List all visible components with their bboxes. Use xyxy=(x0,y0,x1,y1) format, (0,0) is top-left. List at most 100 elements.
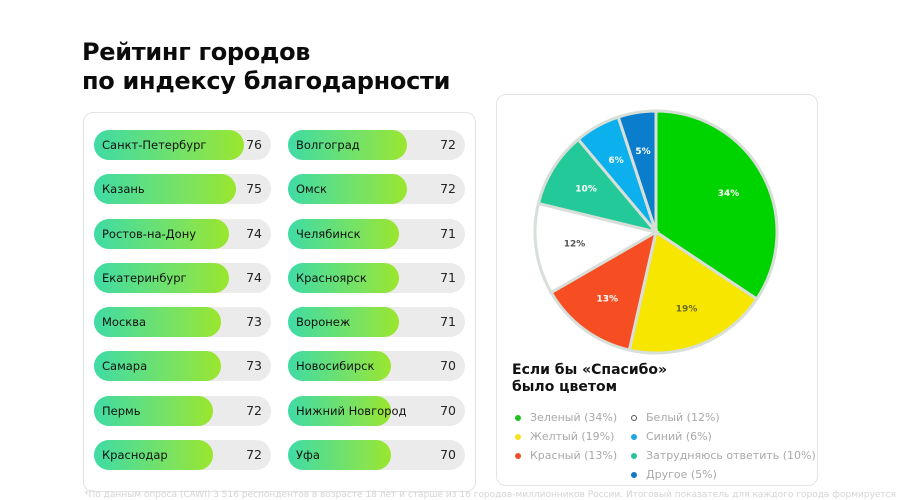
legend-label: Затрудняюсь ответить (10%) xyxy=(646,449,816,462)
ranking-bar xyxy=(288,218,399,249)
ranking-bar xyxy=(94,262,229,293)
legend-dot-icon xyxy=(515,433,521,440)
ranking-bar xyxy=(94,130,245,160)
city-score: 71 xyxy=(440,225,456,241)
ranking-bar xyxy=(94,307,221,338)
title-line-2: по индексу благодарности xyxy=(82,67,451,95)
pie-slice-label: 12% xyxy=(564,240,586,250)
pie-slice-label: 10% xyxy=(575,185,597,195)
city-score: 75 xyxy=(246,181,262,197)
ranking-row: Челябинск 71 xyxy=(288,218,465,249)
ranking-bar xyxy=(94,351,221,382)
city-name: Красноярск xyxy=(296,270,367,285)
ranking-row: Красноярск 71 xyxy=(288,262,465,293)
city-name: Самара xyxy=(102,359,148,374)
footnote: *По данным опроса (CAWI) 3 516 респонден… xyxy=(84,490,897,500)
legend-item: Другое (5%) xyxy=(631,465,816,484)
pie-chart: 34% 19% 13% 12% 10% 6% 5% xyxy=(531,107,781,357)
pie-slice-label: 19% xyxy=(676,304,698,314)
city-name: Омск xyxy=(296,182,327,197)
legend-dot-icon xyxy=(515,414,521,421)
legend-label: Другое (5%) xyxy=(646,468,717,481)
pie-legend-column-1: Зеленый (34%) Желтый (19%) Красный (13%) xyxy=(515,408,617,465)
ranking-row: Краснодар 72 xyxy=(94,440,271,471)
ranking-bar xyxy=(288,307,399,338)
ranking-row: Волгоград 72 xyxy=(288,130,465,160)
legend-dot-icon xyxy=(631,452,637,459)
legend-dot-icon xyxy=(631,471,637,478)
ranking-column-1: Санкт-Петербург 76 Казань 75 Ростов-на-Дону 7… xyxy=(94,130,271,484)
ranking-bar xyxy=(288,174,407,205)
city-score: 74 xyxy=(246,269,262,285)
ranking-row: Екатеринбург 74 xyxy=(94,262,271,293)
pie-slice xyxy=(616,109,658,233)
legend-dot-icon xyxy=(515,452,521,459)
city-name: Казань xyxy=(102,182,145,197)
ranking-row: Ростов-на-Дону 74 xyxy=(94,218,271,249)
legend-label: Белый (12%) xyxy=(646,411,720,424)
pie-slice-label: 6% xyxy=(608,156,623,166)
ranking-row: Казань 75 xyxy=(94,174,271,205)
city-score: 76 xyxy=(246,137,262,152)
page-title: Рейтинг городов по индексу благодарности xyxy=(82,38,450,96)
ranking-bar xyxy=(94,440,213,471)
legend-label: Зеленый (34%) xyxy=(530,411,618,424)
legend-label: Красный (13%) xyxy=(530,449,618,462)
pie-title: Если бы «Спасибо» было цветом xyxy=(512,362,667,396)
pie-slice-label: 5% xyxy=(635,147,650,157)
legend-item: Желтый (19%) xyxy=(515,427,617,446)
ranking-row: Воронеж 71 xyxy=(288,307,465,338)
legend-item: Зеленый (34%) xyxy=(515,408,617,427)
city-name: Уфа xyxy=(296,448,320,463)
city-name: Санкт-Петербург xyxy=(102,138,207,152)
pie-title-line-2: было цветом xyxy=(512,379,618,395)
city-name: Волгоград xyxy=(296,138,360,152)
ranking-bar xyxy=(94,395,213,426)
city-name: Краснодар xyxy=(102,448,168,463)
pie-card: 34% 19% 13% 12% 10% 6% 5% Если бы «Спасибо» бы… xyxy=(496,94,818,486)
ranking-card: Санкт-Петербург 76 Казань 75 Ростов-на-Дону 7… xyxy=(83,112,476,492)
title-line-1: Рейтинг городов xyxy=(82,38,311,66)
ranking-bar xyxy=(288,130,407,160)
ranking-row: Санкт-Петербург 76 xyxy=(94,130,271,160)
city-score: 70 xyxy=(440,402,456,418)
ranking-bar xyxy=(288,395,391,426)
city-score: 70 xyxy=(440,358,456,374)
pie-legend-column-2: Белый (12%) Синий (6%) Затрудняюсь ответит… xyxy=(631,408,816,484)
city-name: Новосибирск xyxy=(296,359,375,374)
ranking-row: Пермь 72 xyxy=(94,395,271,426)
city-score: 74 xyxy=(246,225,262,241)
ranking-bar xyxy=(288,440,391,471)
ranking-row: Уфа 70 xyxy=(288,440,465,471)
city-name: Нижний Новгород xyxy=(296,403,407,418)
legend-item: Красный (13%) xyxy=(515,446,617,465)
ranking-bar xyxy=(94,218,229,249)
legend-label: Синий (6%) xyxy=(646,430,712,443)
legend-item: Синий (6%) xyxy=(631,427,816,446)
pie-slice-label: 13% xyxy=(596,294,618,304)
city-score: 72 xyxy=(440,137,456,152)
pie-slice-label: 34% xyxy=(718,189,740,199)
legend-label: Желтый (19%) xyxy=(530,430,615,443)
city-score: 71 xyxy=(440,314,456,330)
ranking-bar xyxy=(94,174,237,205)
city-score: 72 xyxy=(246,402,262,418)
legend-dot-icon xyxy=(631,414,637,421)
city-score: 73 xyxy=(246,314,262,330)
ranking-row: Москва 73 xyxy=(94,307,271,338)
city-name: Ростов-на-Дону xyxy=(102,226,197,241)
city-name: Екатеринбург xyxy=(102,270,187,285)
city-name: Челябинск xyxy=(296,226,361,241)
ranking-bar xyxy=(288,262,399,293)
city-score: 72 xyxy=(246,447,262,463)
pie-title-line-1: Если бы «Спасибо» xyxy=(512,362,668,378)
legend-dot-icon xyxy=(631,433,637,440)
pie-slice xyxy=(549,228,659,352)
city-score: 70 xyxy=(440,447,456,463)
ranking-row: Нижний Новгород 70 xyxy=(288,395,465,426)
ranking-row: Новосибирск 70 xyxy=(288,351,465,382)
city-name: Москва xyxy=(102,315,147,330)
city-name: Пермь xyxy=(102,403,141,418)
pie-slice xyxy=(627,229,759,355)
ranking-bar xyxy=(288,351,391,382)
